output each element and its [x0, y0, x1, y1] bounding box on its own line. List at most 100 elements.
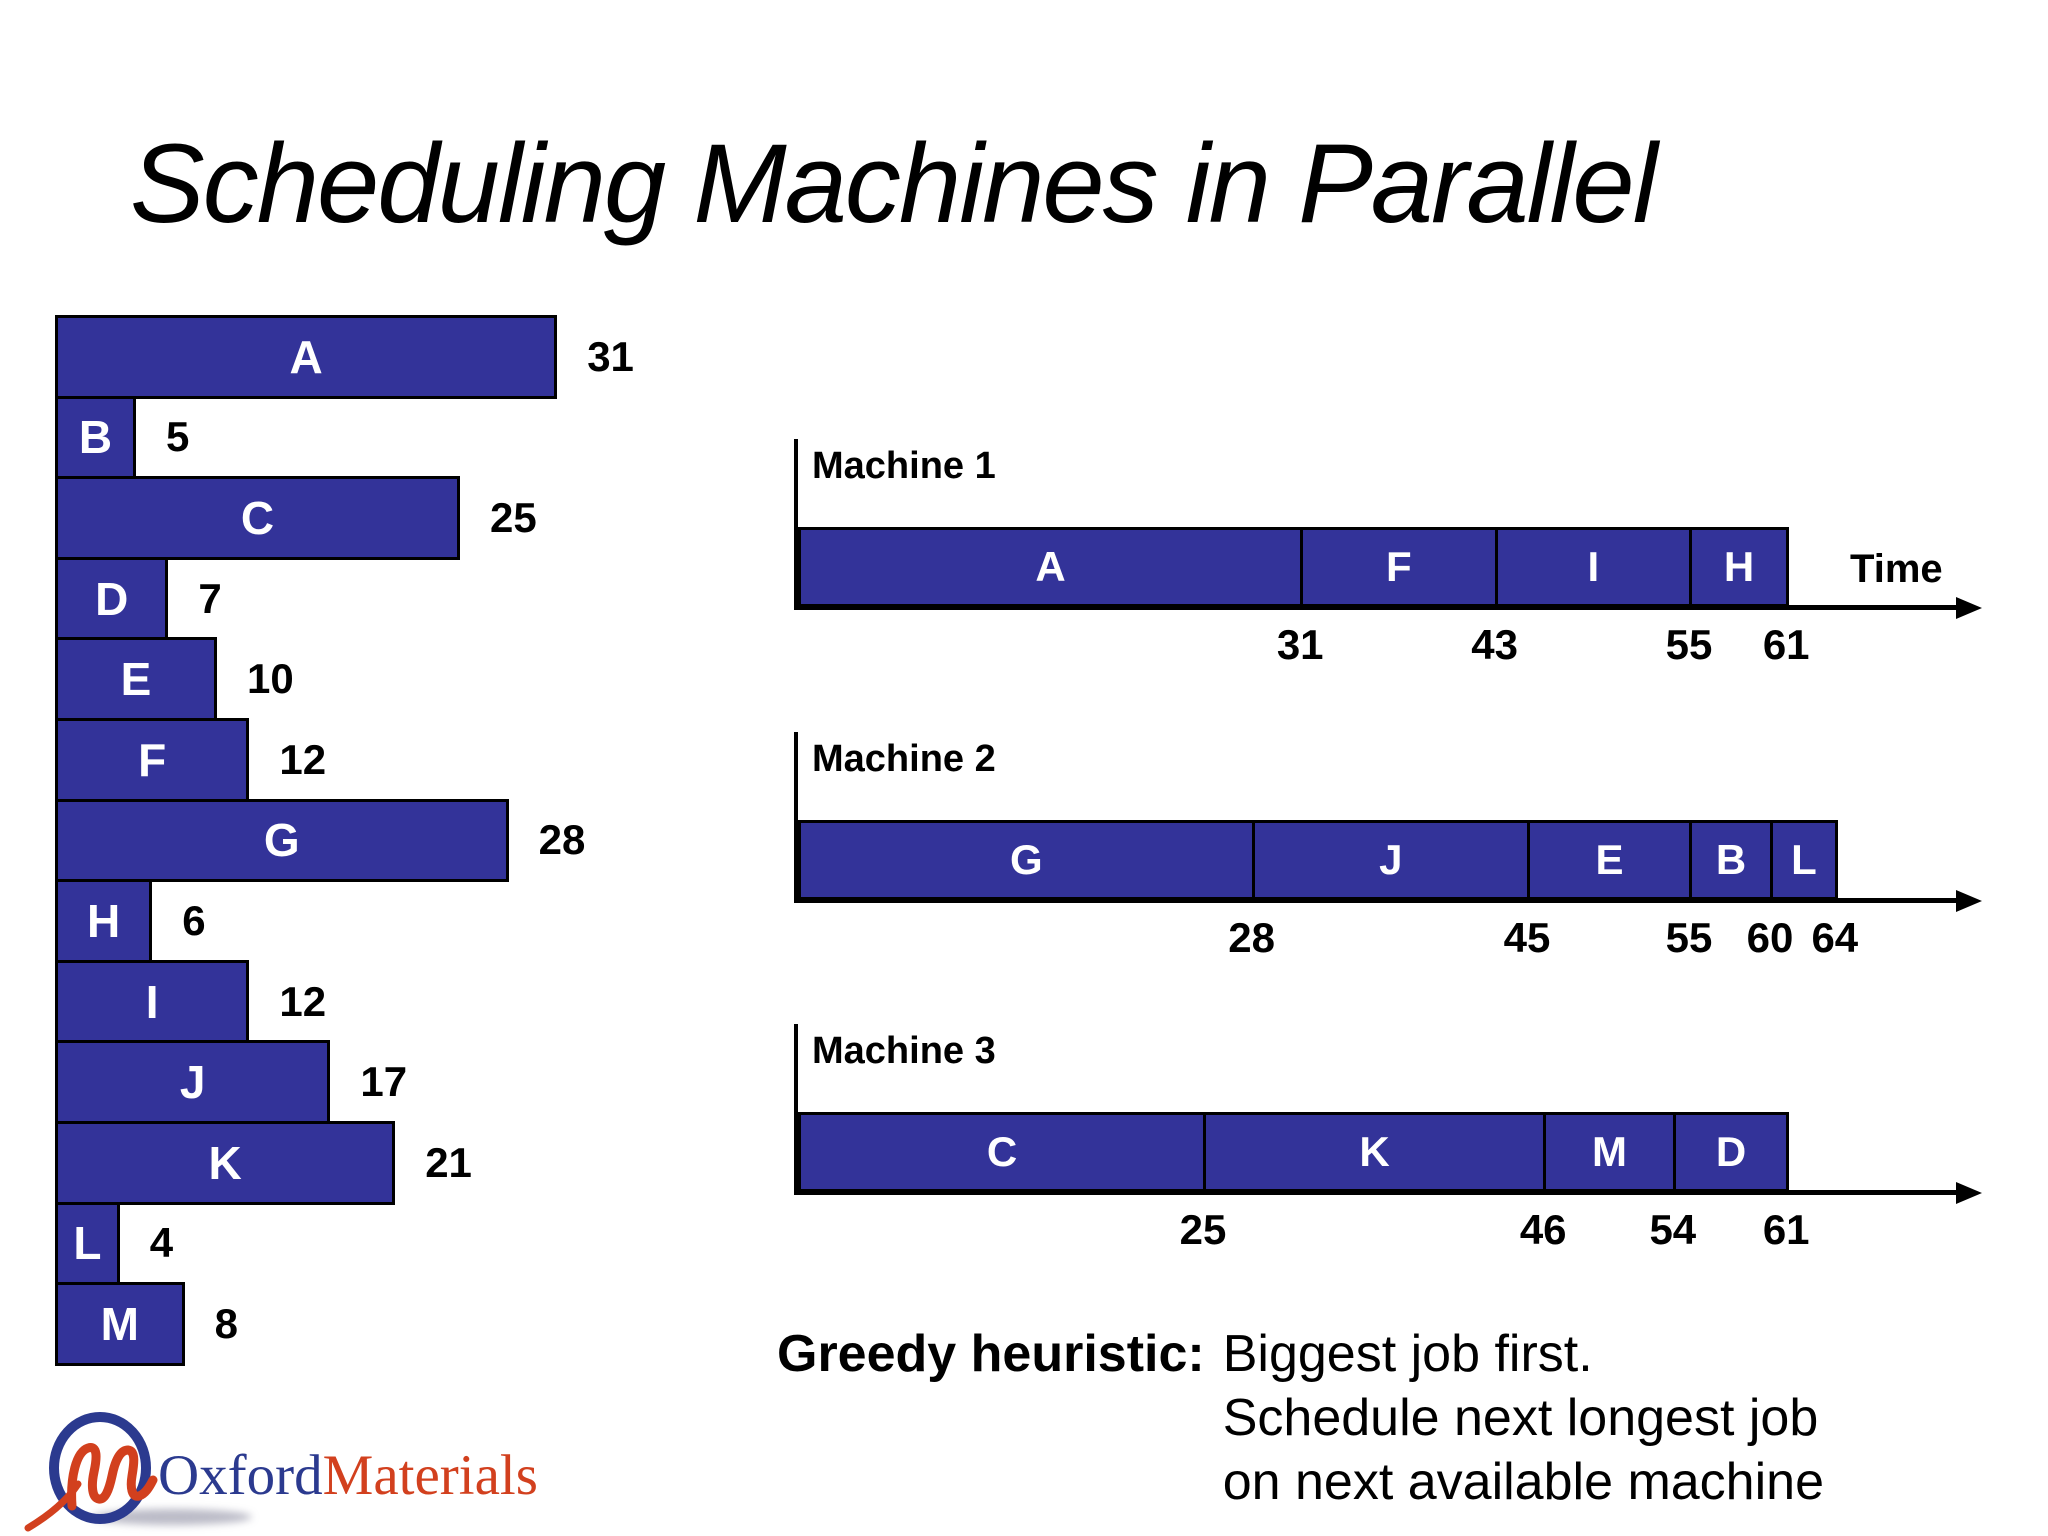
- job-value-label: 31: [587, 332, 634, 380]
- page-title: Scheduling Machines in Parallel: [130, 121, 1658, 246]
- gantt-segment-B: B: [1689, 820, 1773, 900]
- gantt-segment-F: F: [1300, 527, 1498, 607]
- gantt-segment-label: L: [1791, 836, 1817, 883]
- gantt-segment-label: M: [1591, 1128, 1627, 1175]
- job-value-label: 5: [166, 413, 190, 461]
- job-bar-D: D: [55, 556, 169, 641]
- greedy-line: on next available machine: [1222, 1453, 1824, 1511]
- gantt-segment-label: C: [986, 1128, 1018, 1175]
- tick-label: 31: [1276, 621, 1324, 668]
- gantt-segment-label: F: [1386, 543, 1412, 590]
- machine-time-axis: [798, 1190, 1960, 1195]
- job-bar-I: I: [55, 959, 250, 1044]
- machine-label: Machine 2: [812, 738, 996, 780]
- logo-text: OxfordMaterials: [158, 1447, 538, 1504]
- gantt-segment-label: A: [1035, 543, 1066, 590]
- job-value-label: 8: [214, 1300, 238, 1347]
- job-bar-label: L: [73, 1217, 102, 1270]
- job-bar-J: J: [55, 1040, 331, 1124]
- greedy-line: Schedule next longest job: [1222, 1389, 1819, 1447]
- tick-label: 46: [1519, 1206, 1567, 1253]
- job-value-label: 17: [360, 1058, 408, 1106]
- gantt-segment-label: D: [1715, 1128, 1747, 1175]
- job-bar-label: D: [95, 572, 129, 625]
- job-bar-B: B: [55, 395, 136, 480]
- gantt-segment-label: H: [1723, 543, 1755, 590]
- gantt-segment-H: H: [1689, 527, 1790, 607]
- gantt-segment-M: M: [1543, 1112, 1676, 1192]
- job-bar-G: G: [55, 798, 509, 883]
- logo-text-materials: Materials: [322, 1444, 538, 1507]
- job-bar-label: E: [120, 653, 152, 706]
- gantt-segment-I: I: [1494, 527, 1692, 607]
- logo-mu-icon: [24, 1412, 158, 1532]
- gantt-segment-C: C: [798, 1112, 1206, 1192]
- job-value-label: 12: [279, 735, 327, 783]
- machine-axis-vertical: [794, 732, 798, 903]
- job-bar-label: J: [179, 1056, 206, 1109]
- tick-label: 25: [1179, 1206, 1227, 1253]
- job-value-label: 7: [198, 574, 222, 622]
- tick-label: 55: [1665, 621, 1713, 668]
- gantt-segment-A: A: [798, 527, 1304, 607]
- job-bar-label: H: [86, 894, 121, 947]
- machine-label: Machine 1: [812, 445, 996, 487]
- job-value-label: 4: [149, 1219, 174, 1267]
- tick-label: 61: [1762, 621, 1810, 668]
- axis-arrowhead-icon: [1956, 597, 1982, 619]
- gantt-segment-G: G: [798, 820, 1255, 900]
- greedy-heuristic-text: Biggest job first. Schedule next longest …: [1223, 1322, 1824, 1514]
- job-bar-label: C: [240, 491, 275, 544]
- job-bar-label: K: [208, 1136, 242, 1189]
- job-value-label: 25: [490, 494, 537, 541]
- job-bar-label: I: [145, 975, 159, 1028]
- tick-label: 61: [1762, 1206, 1810, 1253]
- gantt-segment-D: D: [1672, 1112, 1790, 1192]
- job-bar-H: H: [55, 879, 153, 963]
- axis-arrowhead-icon: [1956, 890, 1982, 912]
- greedy-line: Biggest job first.: [1222, 1325, 1593, 1383]
- job-value-label: 21: [425, 1138, 472, 1186]
- job-bar-label: B: [78, 411, 113, 464]
- tick-label: 28: [1228, 914, 1275, 961]
- machine-time-axis: [798, 605, 1960, 610]
- job-bar-label: A: [289, 330, 323, 383]
- tick-label: 64: [1811, 914, 1859, 961]
- tick-label: 54: [1649, 1206, 1697, 1253]
- job-bar-K: K: [55, 1121, 396, 1205]
- gantt-segment-label: K: [1359, 1128, 1390, 1175]
- tick-label: 43: [1471, 621, 1518, 668]
- gantt-segment-label: B: [1715, 836, 1747, 883]
- job-value-label: 12: [279, 977, 327, 1025]
- machine-axis-vertical: [794, 1024, 798, 1195]
- job-value-label: 6: [182, 897, 206, 944]
- machine-time-axis: [798, 898, 1960, 903]
- job-value-label: 28: [538, 816, 586, 864]
- gantt-segment-label: E: [1595, 836, 1624, 883]
- tick-label: 55: [1665, 914, 1713, 961]
- greedy-heuristic-label: Greedy heuristic:: [777, 1325, 1205, 1383]
- tick-label: 45: [1503, 914, 1551, 961]
- job-bar-label: F: [138, 733, 167, 786]
- logo-text-oxford: Oxford: [158, 1444, 323, 1507]
- logo-shadow: [92, 1509, 252, 1525]
- machine-axis-vertical: [794, 439, 798, 610]
- gantt-segment-label: I: [1587, 543, 1600, 590]
- gantt-segment-K: K: [1203, 1112, 1547, 1192]
- job-bar-E: E: [55, 637, 217, 721]
- gantt-segment-label: J: [1379, 836, 1403, 883]
- gantt-segment-E: E: [1527, 820, 1692, 900]
- job-value-label: 10: [247, 655, 294, 703]
- job-bar-F: F: [55, 718, 250, 802]
- job-bar-A: A: [55, 315, 558, 399]
- greedy-heuristic-note: Greedy heuristic: Biggest job first. Sche…: [777, 1322, 1824, 1514]
- job-bar-C: C: [55, 476, 460, 560]
- gantt-segment-J: J: [1251, 820, 1530, 900]
- machine-label: Machine 3: [812, 1030, 996, 1072]
- time-axis-label: Time: [1850, 547, 1943, 591]
- gantt-segment-L: L: [1770, 820, 1838, 900]
- job-bar-label: G: [263, 814, 300, 867]
- gantt-segment-label: G: [1009, 836, 1043, 883]
- axis-arrowhead-icon: [1956, 1182, 1982, 1204]
